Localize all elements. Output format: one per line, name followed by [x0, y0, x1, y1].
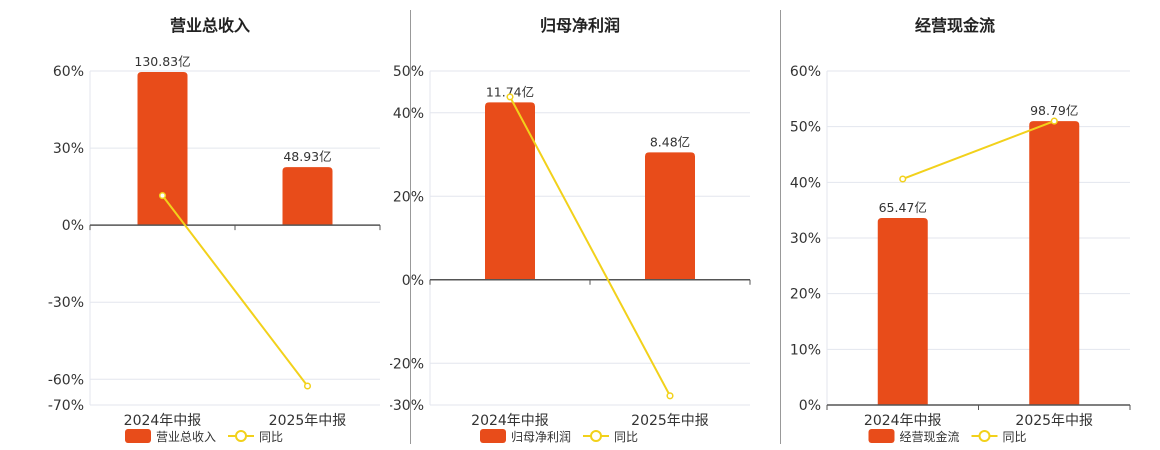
yoy-point — [158, 192, 167, 200]
chart-title: 营业总收入 — [169, 16, 250, 35]
y-tick-label: 10% — [790, 342, 821, 358]
yoy-point — [303, 382, 312, 390]
x-category-label: 2025年中报 — [631, 413, 709, 429]
yoy-point — [1050, 117, 1058, 125]
yoy-line — [509, 96, 671, 397]
bar — [645, 152, 695, 280]
x-category-label: 2025年中报 — [269, 413, 347, 429]
yoy-point — [666, 392, 674, 400]
panel-divider — [410, 10, 411, 444]
y-tick-label: 40% — [790, 175, 821, 191]
x-category-label: 2025年中报 — [1015, 413, 1093, 429]
legend-bar-label: 归母净利润 — [511, 430, 571, 444]
bar-value-label: 11.74亿 — [486, 84, 534, 99]
y-tick-label: 0% — [799, 398, 821, 414]
y-tick-label: 0% — [62, 218, 84, 234]
legend-bar-swatch — [125, 429, 151, 443]
yoy-point — [506, 93, 514, 101]
yoy-line — [902, 120, 1055, 180]
x-category-label: 2024年中报 — [471, 413, 549, 429]
legend-line-marker — [235, 430, 247, 442]
chart-panel-cash-flow: 经营现金流 60% 50% 40% 30% 20% 10% 0% 65.47亿 98.79亿 20… — [765, 0, 1145, 450]
bar — [877, 217, 928, 405]
y-tick-label: -70% — [48, 398, 84, 414]
cash-flow-chart: 60% 50% 40% 30% 20% 10% 0% 65.47亿 98.79亿 2024年中报 2… — [790, 64, 1131, 444]
y-tick-label: -30% — [390, 398, 424, 414]
legend-bar-swatch — [480, 429, 506, 443]
y-tick-label: 50% — [790, 120, 821, 136]
bar-value-label: 98.79亿 — [1030, 103, 1078, 118]
legend-line-label: 同比 — [1003, 430, 1027, 444]
revenue-chart: 60% 30% 0% -30% -60% -70% 130.83亿 48.93亿 2024年中报… — [48, 54, 381, 444]
yoy-line — [161, 195, 309, 387]
legend-line-label: 同比 — [614, 430, 638, 444]
y-tick-label: 60% — [53, 64, 84, 80]
bar — [137, 72, 188, 226]
y-tick-label: 20% — [393, 189, 424, 205]
y-tick-label: -20% — [390, 356, 424, 372]
y-tick-label: -60% — [48, 372, 84, 388]
yoy-point — [899, 175, 907, 183]
bar-value-label: 48.93亿 — [283, 149, 331, 164]
y-tick-label: 30% — [53, 141, 84, 157]
bar-value-label: 8.48亿 — [650, 134, 690, 149]
y-tick-label: 20% — [790, 287, 821, 303]
y-tick-label: 30% — [790, 231, 821, 247]
bar — [282, 167, 333, 226]
legend-bar-swatch — [868, 429, 895, 443]
bar — [485, 102, 535, 280]
net-profit-chart: 50% 40% 20% 0% -20% -30% 11.74亿 8.48亿 2024年中报 202… — [390, 64, 751, 444]
legend-line-marker — [978, 430, 991, 442]
bar — [1029, 121, 1080, 405]
panel-divider — [780, 10, 781, 444]
bar-value-label: 65.47亿 — [879, 200, 927, 215]
y-tick-label: 60% — [790, 64, 821, 80]
chart-panel-net-profit: 归母净利润 50% 40% 20% 0% -20% -30% 11.74亿 8.48亿 2024… — [390, 0, 770, 450]
legend-bar-label: 营业总收入 — [156, 430, 216, 444]
y-tick-label: 0% — [402, 273, 424, 289]
x-category-label: 2024年中报 — [124, 413, 202, 429]
legend-bar-label: 经营现金流 — [900, 429, 960, 444]
chart-title: 归母净利润 — [539, 16, 620, 35]
chart-panel-revenue: 营业总收入 60% 30% 0% -30% -60% -70% 130.83亿 48.93亿 2… — [20, 0, 400, 450]
y-tick-label: 40% — [393, 106, 424, 122]
y-tick-label: 50% — [393, 64, 424, 80]
legend-line-label: 同比 — [259, 430, 283, 444]
y-tick-label: -30% — [48, 295, 84, 311]
chart-title: 经营现金流 — [914, 16, 995, 35]
x-category-label: 2024年中报 — [864, 413, 942, 429]
legend-line-marker — [590, 430, 602, 442]
bar-value-label: 130.83亿 — [134, 54, 190, 69]
